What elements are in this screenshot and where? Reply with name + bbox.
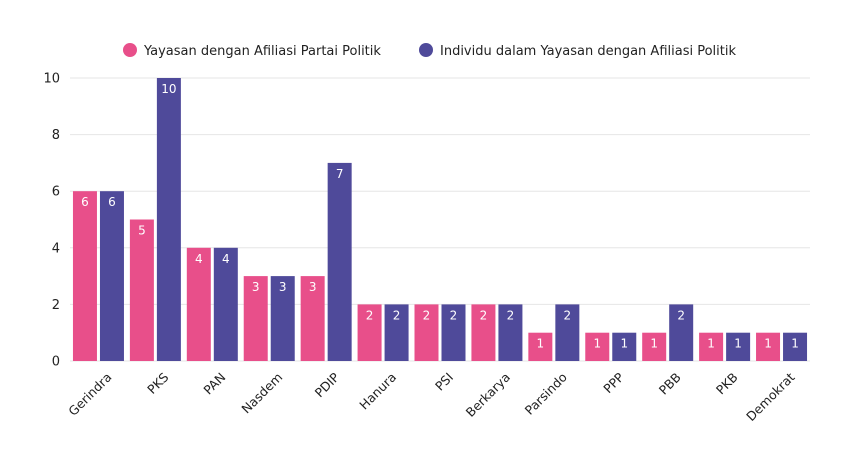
x-tick-label: Hanura: [356, 370, 399, 413]
bar-individu: [156, 78, 181, 361]
bar-yayasan: [243, 276, 268, 361]
data-label: 1: [537, 337, 545, 351]
bar-individu: [498, 304, 523, 361]
bar-yayasan: [528, 332, 553, 361]
bar-yayasan: [642, 332, 667, 361]
data-label: 1: [734, 337, 742, 351]
bar-yayasan: [72, 191, 97, 361]
data-label: 1: [791, 337, 799, 351]
x-tick-label: PKB: [713, 370, 741, 398]
y-tick-label: 0: [52, 355, 60, 370]
data-label: 3: [252, 280, 260, 294]
x-tick-label: Parsindo: [522, 370, 570, 418]
bar-individu: [783, 332, 808, 361]
data-label: 1: [593, 337, 601, 351]
x-tick-label: PAN: [200, 370, 228, 398]
bar-individu: [726, 332, 751, 361]
data-label: 2: [450, 308, 458, 322]
data-label: 1: [620, 337, 628, 351]
x-tick-label: Nasdem: [238, 370, 285, 417]
x-tick-label: PSI: [432, 370, 456, 394]
data-label: 1: [764, 337, 772, 351]
data-label: 6: [108, 195, 116, 209]
bar-individu: [270, 276, 295, 361]
legend-marker: [123, 43, 137, 57]
data-label: 3: [279, 280, 287, 294]
y-tick-label: 2: [52, 298, 60, 313]
bar-individu: [612, 332, 637, 361]
y-tick-label: 10: [43, 72, 60, 87]
x-tick-label: Gerindra: [65, 370, 114, 419]
bar-yayasan: [129, 219, 154, 361]
bar-individu: [441, 304, 466, 361]
data-label: 4: [195, 252, 203, 266]
bar-yayasan: [699, 332, 724, 361]
data-label: 2: [564, 308, 572, 322]
legend-label: Individu dalam Yayasan dengan Afiliasi P…: [440, 44, 736, 59]
bar-individu: [213, 247, 238, 361]
data-label: 2: [423, 308, 431, 322]
data-label: 7: [336, 167, 344, 181]
bar-yayasan: [357, 304, 382, 361]
data-label: 5: [138, 224, 146, 238]
legend-marker: [419, 43, 433, 57]
bar-individu: [555, 304, 580, 361]
y-tick-label: 6: [52, 185, 60, 200]
legend-label: Yayasan dengan Afiliasi Partai Politik: [143, 44, 381, 59]
x-tick-label: PBB: [656, 370, 684, 398]
bar-yayasan: [471, 304, 496, 361]
bar-individu: [384, 304, 409, 361]
y-tick-label: 8: [52, 128, 60, 143]
x-tick-label: PDIP: [312, 369, 343, 400]
bar-individu: [327, 162, 352, 361]
bar-individu: [669, 304, 694, 361]
x-tick-label: PPP: [600, 369, 627, 396]
bar-yayasan: [186, 247, 211, 361]
data-label: 2: [366, 308, 374, 322]
data-label: 3: [309, 280, 317, 294]
bar-yayasan: [414, 304, 439, 361]
bar-yayasan: [756, 332, 781, 361]
x-tick-label: PKS: [144, 369, 171, 396]
bar-yayasan: [300, 276, 325, 361]
data-label: 6: [81, 195, 89, 209]
data-label: 2: [677, 308, 685, 322]
data-label: 2: [393, 308, 401, 322]
x-tick-label: Berkarya: [463, 370, 513, 420]
data-label: 10: [161, 82, 176, 96]
data-label: 2: [507, 308, 515, 322]
data-label: 2: [480, 308, 488, 322]
bar-individu: [99, 191, 124, 361]
bar-yayasan: [585, 332, 610, 361]
data-label: 1: [707, 337, 715, 351]
data-label: 4: [222, 252, 230, 266]
y-tick-label: 4: [52, 241, 60, 256]
data-label: 1: [650, 337, 658, 351]
x-tick-label: Demokrat: [743, 369, 798, 424]
